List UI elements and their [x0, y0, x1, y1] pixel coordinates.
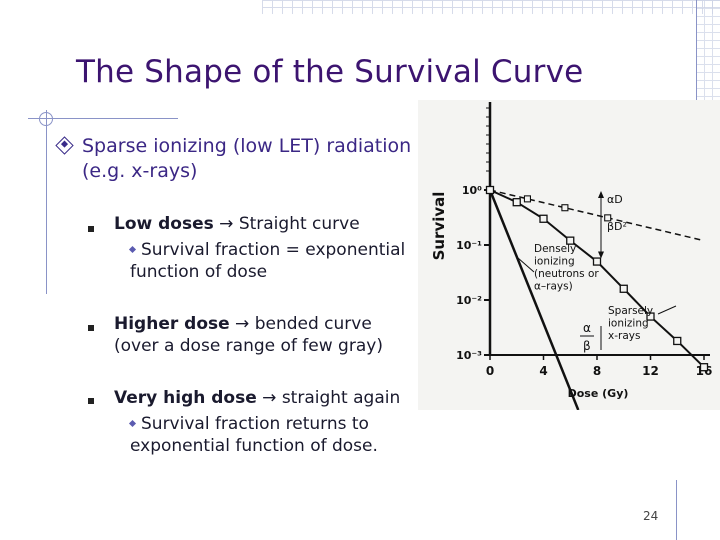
diamond-bullet-icon: [55, 136, 74, 155]
item-bold-label: Low doses: [114, 214, 214, 234]
right-accent-line: [696, 0, 697, 120]
y-axis-label: Survival: [430, 192, 448, 261]
x-tick-label: 8: [593, 364, 601, 378]
x-tick-label: 0: [486, 364, 494, 378]
item-higher-dose: Higher dose → bended curve (over a dose …: [114, 313, 404, 357]
densely-ionizing-label-line: ionizing: [534, 256, 575, 268]
small-diamond-icon: [128, 419, 137, 428]
densely-ionizing-label-line: Densely: [534, 243, 576, 255]
chart-background: [418, 100, 720, 410]
bottom-accent-line: [676, 480, 677, 540]
dashed-data-point: [523, 195, 531, 203]
densely-ionizing-label: Densely ionizing (neutrons or α–rays): [534, 243, 599, 293]
y-tick-label: 10⁻³: [456, 349, 482, 362]
small-diamond-icon: [128, 245, 137, 254]
x-tick-label: 4: [539, 364, 547, 378]
sparse-data-point: [566, 236, 575, 245]
item-low-doses: Low doses → Straight curve: [114, 213, 414, 235]
alpha-d-label: αD: [607, 193, 623, 206]
arrow-head-down: [598, 251, 604, 259]
y-tick-label: 10⁰: [462, 184, 482, 197]
item-rest-text: → bended curve (over a dose range of few…: [114, 314, 383, 356]
sparse-data-point: [673, 336, 682, 346]
x-axis-label: Dose (Gy): [568, 387, 629, 400]
item-rest-text: → Straight curve: [213, 214, 360, 234]
y-tick-label: 10⁻¹: [456, 239, 482, 252]
y-tick-label: 10⁻²: [456, 294, 482, 307]
densely-ionizing-label-line: (neutrons or: [534, 268, 599, 280]
densely-ionizing-curve: [488, 189, 580, 410]
item-very-high-dose: Very high dose → straight again: [114, 387, 424, 409]
dashed-data-point: [604, 214, 612, 222]
densely-pointer: [517, 257, 535, 273]
beta-d2-label: βD²: [607, 220, 627, 233]
sparsely-ionizing-label-line: x-rays: [608, 330, 640, 342]
sparsely-ionizing-label-line: Sparsely: [608, 305, 653, 317]
beta-label: β: [583, 339, 591, 353]
subitem-text: Survival fraction = exponential function…: [130, 240, 406, 282]
sparse-data-point: [539, 214, 548, 223]
sparse-data-point: [512, 198, 521, 207]
item-bold-label: Higher dose: [114, 314, 230, 334]
subitem-exponential: Survival fraction = exponential function…: [128, 239, 420, 283]
subitem-text: Survival fraction returns to exponential…: [130, 414, 378, 456]
x-tick-label: 12: [642, 364, 659, 378]
sparse-data-point: [699, 363, 709, 372]
accent-circle: [39, 112, 53, 126]
main-bullet-text: Sparse ionizing (low LET) radiation (e.g…: [82, 135, 412, 182]
sparsely-ionizing-label: Sparsely ionizing x-rays: [608, 305, 653, 342]
corner-grid-decoration: [262, 0, 720, 14]
slide-title: The Shape of the Survival Curve: [76, 54, 584, 90]
square-bullet-icon: [88, 226, 94, 232]
page-number: 24: [643, 509, 659, 523]
densely-ionizing-label-line: α–rays): [534, 281, 573, 293]
dashed-tangent-line: [489, 189, 705, 242]
sparsely-ionizing-label-line: ionizing: [608, 318, 649, 330]
dashed-data-point: [561, 204, 569, 212]
sparse-data-point: [592, 257, 602, 266]
alpha-label: α: [583, 321, 591, 335]
horizontal-accent-line: [28, 118, 178, 119]
sparse-data-point: [619, 284, 628, 293]
square-bullet-icon: [88, 398, 94, 404]
sparse-data-point: [646, 312, 655, 321]
subitem-returns-exponential: Survival fraction returns to exponential…: [128, 413, 420, 457]
item-rest-text: → straight again: [256, 388, 401, 408]
vertical-accent-line: [46, 110, 47, 294]
item-bold-label: Very high dose: [114, 388, 257, 408]
arrow-head-up: [598, 191, 604, 198]
sparsely-pointer: [657, 305, 677, 315]
square-bullet-icon: [88, 325, 94, 331]
sparse-data-point: [485, 185, 495, 195]
